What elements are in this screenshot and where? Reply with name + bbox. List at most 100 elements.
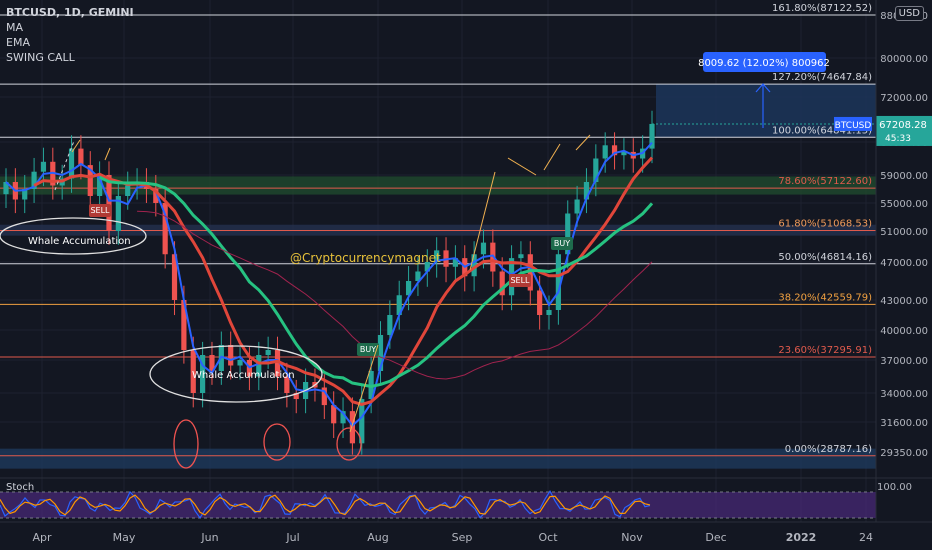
candle-body-13 [125,185,131,196]
candle-body-56 [527,254,533,291]
signal-label-3: SELL [510,276,530,285]
signal-tag-1 [89,204,111,217]
symbol-title[interactable]: BTCUSD, 1D, GEMINI [6,6,134,19]
trend-arrow-4 [575,134,591,151]
signal-label-2: BUY [554,239,570,248]
candle-body-17 [162,203,168,255]
time-label-1: May [113,531,136,544]
chart-legend: BTCUSD, 1D, GEMINI MA EMA SWING CALL [6,5,134,65]
signal-label-0: BUY [360,345,376,354]
trend-arrow-1 [469,171,496,271]
candle-body-42 [396,295,402,315]
whale-label-2: Whale Accumulation [192,370,295,381]
time-label-4: Aug [367,531,388,544]
whale-label-1: Whale Accumulation [28,236,131,247]
time-label-3: Jul [285,531,299,544]
indicator-ma[interactable]: MA [6,21,24,34]
signal-tag-0 [357,343,379,356]
candle-body-69 [649,123,655,149]
candle-body-21 [200,355,206,393]
price-tick-12: 31600.00 [880,418,928,429]
stoch-k-line [0,489,651,519]
candle-body-29 [274,350,281,377]
fib-label-7: 23.60%(37295.91) [778,345,872,356]
time-label-7: Nov [621,531,643,544]
currency-badge[interactable]: USD [894,6,924,21]
price-tick-6: 51000.00 [880,227,928,238]
price-tick-2: 72000.00 [880,93,928,104]
candle-body-11 [106,175,112,231]
stoch-title: Stoch [6,482,34,493]
candle-body-63 [593,158,599,182]
candle-body-65 [611,145,618,156]
candle-body-27 [256,355,262,377]
measure-label-text: 8009.62 (12.02%) 800962 [698,58,830,69]
candle-body-10 [97,175,103,196]
ma-fast-line [5,141,653,428]
fib-label-4: 61.80%(51068.53) [778,219,872,230]
time-label-5: Sep [452,531,473,544]
fib-label-1: 127.20%(74647.84) [772,72,872,83]
candle-body-37 [349,411,356,444]
candle-body-48 [452,258,458,267]
stoch-zone [0,492,876,518]
candle-body-0 [3,182,9,195]
fib-label-5: 50.00%(46814.16) [778,252,872,263]
candle-body-36 [340,411,346,424]
price-badge-countdown: 45:33 [885,134,911,144]
ma-200-line [137,210,653,380]
candle-body-30 [284,376,290,393]
candle-body-60 [565,213,571,255]
candle-body-40 [377,335,384,371]
symbol-badge-text: BTCUSD [835,121,872,131]
bottom-circle-1 [263,423,291,461]
candle-body-58 [546,310,552,315]
candle-body-7 [68,148,75,179]
candle-body-61 [574,199,580,214]
price-tick-5: 55000.00 [880,199,928,210]
time-label-2: Jun [200,531,218,544]
signal-label-1: SELL [90,206,110,215]
dashed-trendline [54,140,75,191]
fib-label-0: 161.80%(87122.52) [772,3,872,14]
candle-body-51 [480,242,487,255]
price-badge-value: 67208.28 [879,120,927,131]
candle-body-57 [537,290,543,315]
indicator-swing-call[interactable]: SWING CALL [6,51,75,64]
bottom-circle-0 [173,419,199,469]
whale-ellipse-2 [149,345,323,403]
price-tick-7: 47000.00 [880,258,928,269]
measure-arrow-head [755,83,771,93]
price-tick-13: 29350.00 [880,448,928,459]
candle-body-3 [31,171,37,189]
time-label-8: Dec [705,531,726,544]
candle-body-19 [181,300,187,350]
candle-body-9 [87,165,93,196]
candle-body-24 [228,345,234,366]
candle-body-34 [321,387,327,406]
fib-label-2: 100.00%(64841.15) [772,125,872,136]
candle-body-31 [293,393,299,400]
fib-label-6: 38.20%(42559.79) [778,292,872,303]
price-tick-9: 40000.00 [880,326,928,337]
price-tick-4: 59000.00 [880,171,928,182]
candle-body-2 [22,189,28,200]
candle-body-4 [40,161,47,172]
candle-body-22 [209,355,215,371]
fib-label-8: 0.00%(28787.16) [785,444,872,455]
candle-body-59 [555,254,561,310]
price-badge [876,115,932,146]
candle-body-28 [265,350,271,355]
price-tick-11: 34000.00 [880,389,928,400]
measure-label-box [703,52,826,72]
candle-body-46 [434,250,440,262]
indicator-ema[interactable]: EMA [6,36,30,49]
candle-body-50 [471,254,477,277]
whale-ellipse-1 [0,217,147,255]
watermark-text: @Cryptocurrencymagnet [290,251,441,265]
candle-body-64 [602,145,608,159]
candle-body-16 [153,189,159,203]
trend-arrow-2 [507,157,537,176]
candle-body-25 [237,360,243,366]
